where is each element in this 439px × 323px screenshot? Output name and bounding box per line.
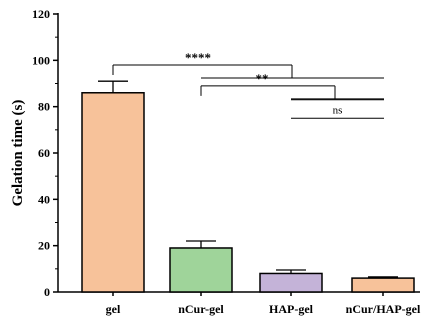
significance-label: ****: [185, 50, 211, 65]
y-tick-label: 60: [38, 146, 50, 160]
y-tick-label: 100: [32, 53, 50, 67]
bar: [169, 247, 233, 293]
y-tick-label: 0: [44, 285, 50, 299]
significance-label: ns: [333, 104, 343, 116]
bar: [351, 277, 415, 293]
x-tick-label: nCur-gel: [178, 302, 224, 316]
y-tick-label: 20: [38, 239, 50, 253]
bar: [81, 92, 145, 293]
bar: [259, 272, 323, 293]
significance-label: **: [256, 71, 269, 86]
x-tick-label: nCur/HAP-gel: [346, 302, 421, 316]
x-tick-label: HAP-gel: [269, 302, 314, 316]
y-tick-label: 40: [38, 192, 50, 206]
significance-brackets: ******ns: [112, 50, 384, 119]
y-tick-label: 120: [32, 7, 50, 21]
bars: [81, 80, 415, 293]
y-tick-label: 80: [38, 100, 50, 114]
y-axis-title: Gelation time (s): [10, 100, 26, 207]
y-axis-ticks: 0 20 40 60 80 100 120: [32, 7, 58, 299]
x-axis-labels: gel nCur-gel HAP-gel nCur/HAP-gel: [106, 292, 421, 316]
x-tick-label: gel: [106, 302, 121, 316]
